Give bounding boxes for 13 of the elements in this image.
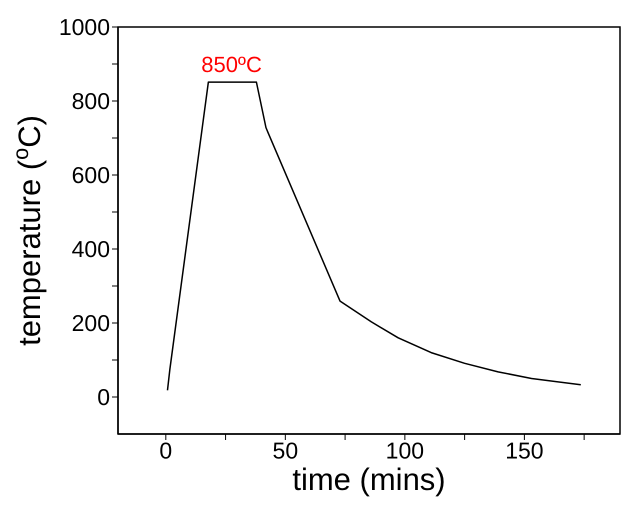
y-tick-label: 200 xyxy=(72,310,110,336)
x-tick-label: 50 xyxy=(272,437,298,464)
y-tick-label: 800 xyxy=(72,88,110,114)
annotation: 850ºC xyxy=(201,52,262,78)
x-tick-label: 100 xyxy=(386,437,424,464)
y-tick-label: 0 xyxy=(97,384,110,410)
y-tick-label: 600 xyxy=(72,162,110,188)
y-tick-label: 400 xyxy=(72,236,110,262)
y-tick-label: 1000 xyxy=(58,14,110,40)
x-tick-label: 150 xyxy=(505,437,544,464)
x-tick-label: 0 xyxy=(159,437,172,464)
line-series xyxy=(166,81,582,392)
x-axis-title: time (mins) xyxy=(292,462,446,497)
